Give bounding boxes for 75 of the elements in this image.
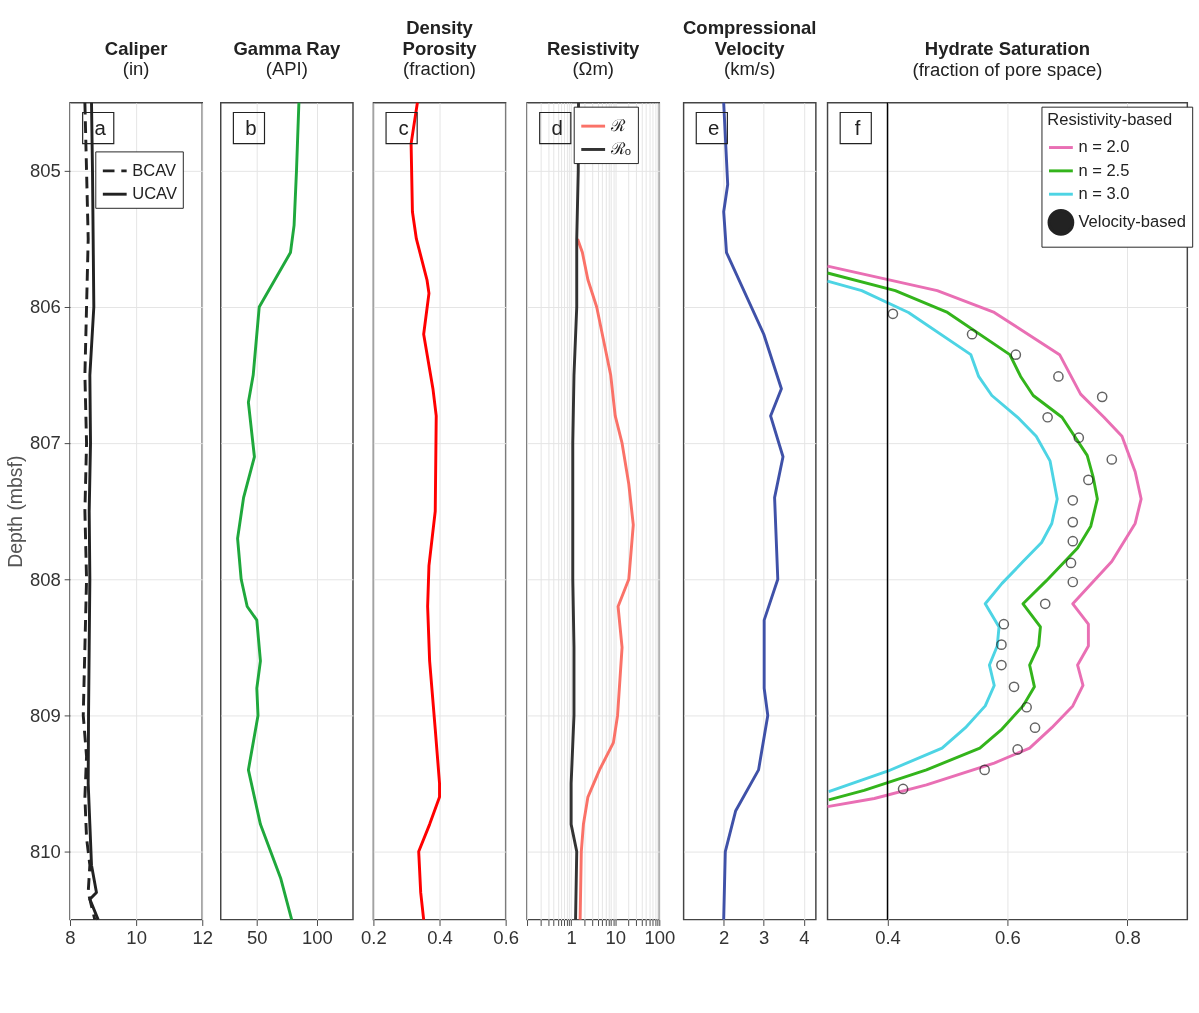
x-tick-label: 10 [126, 927, 147, 949]
legend-label: Velocity-based [1078, 212, 1186, 232]
annotation: b [245, 116, 257, 139]
chart-subtitle: (in) [122, 58, 150, 80]
y-tick-label: 808 [29, 568, 61, 590]
chart-title: Compressional Velocity [683, 17, 817, 59]
point [966, 328, 978, 340]
legend-label: n = 2.0 [1078, 137, 1130, 157]
point [1083, 474, 1094, 486]
point [998, 618, 1010, 630]
point [996, 659, 1007, 671]
point [1012, 744, 1023, 755]
point [1039, 598, 1051, 610]
legend-label: n = 3.0 [1078, 184, 1130, 204]
x-tick-label: 0.4 [875, 927, 901, 949]
point [1067, 494, 1079, 506]
point [1021, 701, 1032, 713]
x-tick-label: 0.8 [1115, 927, 1141, 949]
chart-subtitle: (fraction of pore space) [912, 58, 1103, 80]
legend-label: n = 2.5 [1078, 160, 1130, 180]
point [1008, 681, 1020, 693]
chart-subtitle: (API) [265, 58, 308, 80]
annotation: e [708, 116, 720, 139]
y-tick-label: 809 [29, 704, 61, 726]
point [1042, 411, 1053, 423]
x-tick-label: 0.2 [361, 927, 387, 949]
annotation: c [398, 116, 409, 139]
point [887, 308, 899, 320]
point [1029, 722, 1041, 734]
legend-label: BCAV [132, 160, 176, 180]
x-tick-label: 0.6 [995, 927, 1021, 949]
x-tick-label: 50 [247, 927, 268, 949]
point [1065, 557, 1077, 569]
legend-label: ℛ [609, 116, 626, 135]
legend-title: Resistivity-based [1047, 110, 1173, 130]
chart-title: Density Porosity [402, 17, 478, 59]
point [1067, 576, 1079, 588]
chart-title: Gamma Ray [233, 37, 341, 59]
chart-title: Caliper [104, 37, 168, 59]
x-tick-label: 100 [301, 927, 333, 949]
chart-subtitle: (km/s) [724, 58, 776, 80]
y-axis-title: Depth (mbsf) [4, 455, 27, 568]
y-tick-label: 810 [29, 840, 61, 862]
annotation: d [551, 116, 563, 139]
x-tick-label: 100 [644, 927, 676, 949]
point [1053, 371, 1064, 382]
chart-subtitle: (fraction) [403, 58, 476, 80]
chart-title: Hydrate Saturation [924, 38, 1091, 60]
point [996, 639, 1007, 650]
chart-title: Resistivity [546, 37, 641, 59]
x-tick-label: 2 [719, 927, 730, 949]
y-tick-label: 807 [29, 432, 61, 454]
x-tick-label: 10 [605, 927, 626, 949]
y-tick-label: 806 [29, 296, 61, 318]
point [979, 764, 990, 776]
y-tick-label: 805 [29, 160, 61, 182]
x-tick-label: 4 [799, 927, 810, 949]
legend-label: ℛₒ [609, 139, 631, 159]
point [1106, 454, 1118, 465]
point [1067, 535, 1079, 547]
point [1073, 432, 1085, 444]
x-tick-label: 1 [566, 927, 577, 949]
annotation: f [854, 116, 861, 139]
x-tick-label: 0.6 [493, 927, 519, 949]
chart-subtitle: (Ωm) [572, 58, 614, 80]
legend-label: UCAV [132, 184, 177, 204]
x-tick-label: 12 [192, 927, 214, 949]
x-tick-label: 0.4 [427, 927, 453, 949]
point [897, 783, 909, 795]
x-tick-label: 3 [759, 927, 770, 949]
point [1010, 349, 1022, 360]
point [1067, 516, 1079, 528]
point [1096, 391, 1108, 403]
annotation: a [94, 116, 107, 139]
x-tick-label: 8 [65, 927, 76, 949]
